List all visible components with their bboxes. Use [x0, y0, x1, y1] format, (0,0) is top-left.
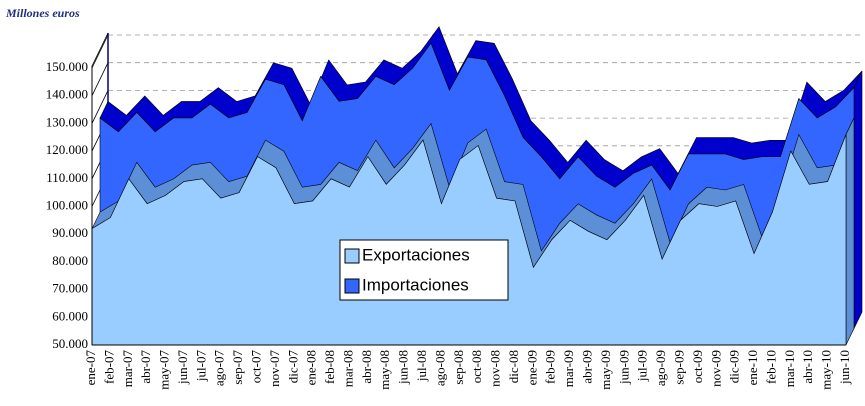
grid-line-side — [91, 34, 109, 69]
x-tick-label: abr-08 — [359, 350, 374, 384]
x-tick-label: mar-08 — [340, 350, 355, 387]
x-tick-label: ene-09 — [524, 350, 539, 385]
x-tick-label: oct-09 — [690, 350, 705, 383]
legend-label: Importaciones — [362, 275, 469, 294]
x-tick-label: jun-10 — [837, 350, 852, 385]
x-tick-label: feb-07 — [101, 350, 116, 384]
area-side — [853, 70, 863, 329]
x-tick-label: jul-08 — [414, 350, 429, 382]
y-tick-label: 50.000 — [52, 336, 88, 351]
legend: Exportaciones Importaciones — [339, 239, 509, 301]
x-tick-label: ago-09 — [653, 350, 668, 386]
y-tick-label: 100.000 — [46, 197, 88, 212]
y-tick-label: 90.000 — [52, 225, 88, 240]
x-tick-label: nov-07 — [267, 350, 282, 387]
y-tick-label: 140.000 — [46, 87, 88, 102]
x-tick-label: sep-08 — [451, 350, 466, 385]
x-tick-label: ene-10 — [745, 350, 760, 385]
y-tick-label: 80.000 — [52, 253, 88, 268]
x-tick-label: may-07 — [157, 350, 172, 390]
y-tick-label: 70.000 — [52, 281, 88, 296]
x-tick-label: oct-08 — [469, 350, 484, 383]
x-tick-label: may-09 — [598, 350, 613, 390]
y-tick-label: 110.000 — [46, 170, 88, 185]
y-tick-label: 150.000 — [46, 59, 88, 74]
x-tick-label: nov-09 — [708, 350, 723, 387]
x-tick-label: dic-08 — [506, 350, 521, 383]
chart-title: Millones euros — [5, 6, 80, 20]
legend-box — [339, 239, 509, 301]
grid-line-side — [91, 90, 109, 124]
x-tick-label: jul-07 — [193, 350, 208, 383]
area-side — [845, 117, 855, 346]
legend-swatch — [344, 278, 360, 294]
x-tick-label: may-08 — [377, 350, 392, 390]
y-tick-label: 60.000 — [52, 308, 88, 323]
x-tick-label: abr-09 — [580, 350, 595, 384]
x-tick-label: jun-09 — [616, 350, 631, 385]
x-tick-label: ago-07 — [212, 350, 227, 387]
grid-line-side — [91, 62, 109, 96]
x-tick-label: feb-08 — [322, 350, 337, 384]
x-tick-label: ago-08 — [432, 350, 447, 386]
x-tick-label: mar-09 — [561, 350, 576, 387]
legend-swatch — [344, 248, 360, 264]
x-tick-label: jun-07 — [175, 350, 190, 385]
x-tick-label: jul-09 — [635, 350, 650, 382]
x-tick-label: sep-09 — [671, 350, 686, 385]
x-tick-label: ene-08 — [304, 350, 319, 385]
y-tick-label: 130.000 — [46, 114, 88, 129]
x-tick-label: dic-09 — [727, 350, 742, 383]
x-tick-label: mar-07 — [120, 350, 135, 388]
x-tick-label: mar-10 — [782, 350, 797, 387]
x-tick-label: feb-09 — [543, 350, 558, 384]
x-tick-label: dic-07 — [285, 350, 300, 384]
x-tick-label: abr-07 — [138, 350, 153, 384]
x-tick-label: ene-07 — [83, 350, 98, 386]
x-tick-label: oct-07 — [248, 350, 263, 384]
x-tick-label: feb-10 — [763, 350, 778, 384]
legend-label: Exportaciones — [362, 245, 470, 264]
x-tick-label: jun-08 — [396, 350, 411, 385]
x-tick-label: may-10 — [819, 350, 834, 390]
x-tick-label: abr-10 — [800, 350, 815, 384]
x-tick-label: sep-07 — [230, 350, 245, 385]
y-tick-label: 120.000 — [46, 142, 88, 157]
x-tick-label: nov-08 — [488, 350, 503, 387]
